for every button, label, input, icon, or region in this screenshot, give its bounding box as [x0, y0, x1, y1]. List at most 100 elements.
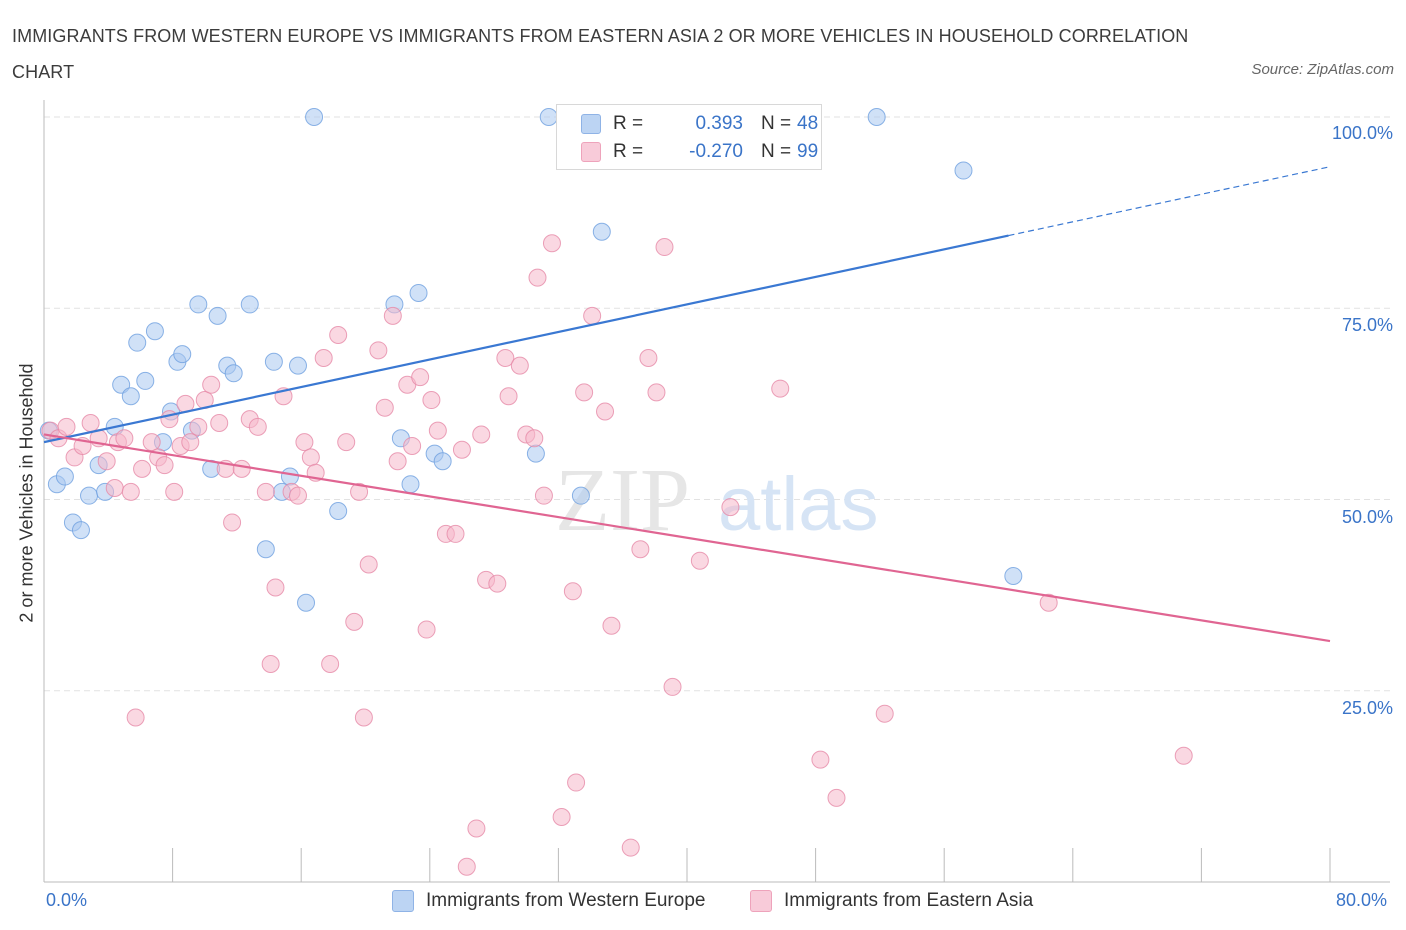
data-point: [261, 654, 280, 673]
trend-lines: [43, 166, 1331, 643]
data-point: [337, 433, 356, 452]
data-point: [596, 402, 615, 421]
data-point: [571, 486, 590, 505]
data-point: [567, 773, 586, 792]
data-point: [1174, 746, 1193, 765]
data-point: [452, 440, 471, 459]
n-value: 99: [797, 141, 819, 162]
data-point: [314, 348, 333, 367]
x-tick-max: 80.0%: [1336, 890, 1388, 910]
data-point: [329, 326, 348, 345]
data-point: [534, 486, 553, 505]
data-point: [411, 368, 430, 387]
data-point: [827, 788, 846, 807]
data-point: [488, 574, 507, 593]
legend-label: Immigrants from Western Europe: [426, 890, 706, 911]
data-point: [81, 414, 100, 432]
data-point: [639, 348, 658, 367]
data-point: [354, 708, 373, 727]
legend-swatch-blue: [581, 114, 601, 134]
data-point: [224, 364, 243, 383]
data-point: [417, 620, 436, 639]
trend-line-1: [43, 433, 1331, 643]
data-point: [359, 555, 378, 574]
data-point: [145, 322, 164, 341]
data-point: [223, 513, 242, 532]
r-value: 0.393: [695, 113, 743, 134]
correlation-legend: R = 0.393 N = 48 R = -0.270 N = 99: [556, 104, 822, 170]
legend-item-western-europe[interactable]: Immigrants from Western Europe: [392, 890, 705, 912]
data-point: [248, 417, 267, 436]
data-point: [301, 448, 320, 467]
data-point: [133, 459, 152, 478]
data-point: [295, 433, 314, 452]
data-point: [256, 540, 275, 559]
data-point: [1039, 593, 1058, 612]
data-point: [112, 375, 131, 394]
data-point: [690, 551, 709, 570]
data-point: [422, 391, 441, 410]
data-point: [126, 708, 145, 727]
data-point: [428, 421, 447, 440]
data-point: [121, 482, 140, 501]
source-label: Source: ZipAtlas.com: [1251, 61, 1394, 78]
data-point: [592, 222, 611, 241]
data-point: [202, 375, 221, 394]
data-point: [583, 306, 602, 325]
data-point: [240, 295, 259, 314]
legend-item-eastern-asia[interactable]: Immigrants from Eastern Asia: [750, 890, 1033, 912]
data-point: [631, 540, 650, 559]
data-point: [472, 425, 491, 444]
data-point: [210, 414, 229, 432]
watermark-atlas: atlas: [718, 462, 879, 547]
data-point: [811, 750, 830, 769]
data-point: [409, 283, 428, 302]
data-point: [305, 108, 324, 126]
r-value: -0.270: [689, 141, 743, 162]
data-point: [467, 819, 486, 838]
data-point: [256, 482, 275, 501]
n-label: N =: [761, 113, 792, 134]
data-point: [321, 654, 340, 673]
data-point: [403, 436, 422, 455]
data-point: [121, 387, 140, 406]
legend-label: Immigrants from Eastern Asia: [784, 890, 1034, 911]
data-point: [375, 398, 394, 417]
data-point: [647, 383, 666, 402]
data-point: [499, 387, 518, 406]
data-point: [510, 356, 529, 375]
n-value: 48: [797, 113, 819, 134]
legend-swatch-blue: [392, 890, 414, 912]
data-point: [264, 352, 283, 371]
data-point: [350, 482, 369, 501]
data-point: [457, 857, 476, 876]
data-point: [136, 371, 155, 390]
data-point: [721, 498, 740, 517]
data-point: [401, 475, 420, 494]
data-point: [266, 578, 285, 597]
data-point: [446, 524, 465, 543]
data-point: [155, 456, 174, 475]
data-point: [288, 356, 307, 375]
data-point: [433, 452, 452, 471]
data-point: [383, 306, 402, 325]
y-axis-label: 2 or more Vehicles in Household: [16, 363, 37, 623]
trend-extension-0: [1008, 166, 1331, 237]
data-point: [563, 582, 582, 601]
data-point: [526, 444, 545, 463]
data-point: [1004, 567, 1023, 585]
trend-line-0: [43, 234, 1009, 444]
data-point: [875, 704, 894, 723]
data-point: [575, 383, 594, 402]
data-point: [189, 417, 208, 436]
data-point: [232, 459, 251, 478]
data-point: [57, 417, 76, 436]
data-point: [97, 452, 116, 471]
data-point: [528, 268, 547, 287]
y-tick-75: 75.0%: [1341, 315, 1393, 335]
data-point: [189, 295, 208, 314]
data-point: [173, 345, 192, 364]
data-point: [663, 677, 682, 696]
data-point: [867, 108, 886, 126]
